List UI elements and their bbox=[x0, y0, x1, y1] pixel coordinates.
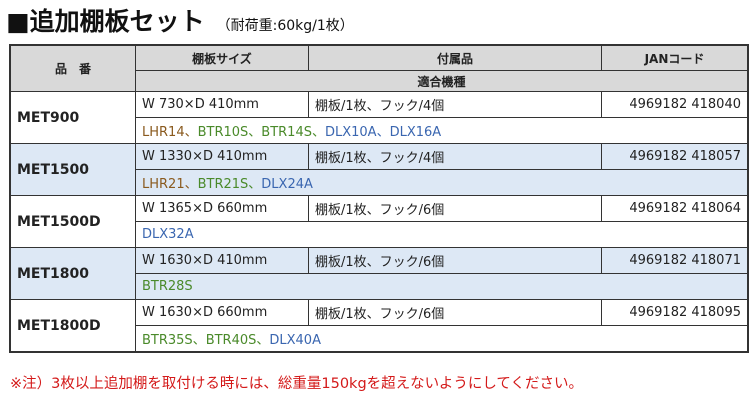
model: BTR14S、 bbox=[261, 125, 325, 140]
shelf-size: W 1365×D 660mm bbox=[135, 195, 309, 222]
accessory: 棚板/1枚、フック/6個 bbox=[308, 247, 602, 274]
row: DLX32A bbox=[10, 221, 749, 248]
model: BTR10S、 bbox=[197, 125, 262, 140]
col-header: 品 番 bbox=[9, 44, 136, 92]
jan-code: 4969182 418057 bbox=[601, 143, 749, 170]
compatible-models: BTR28S bbox=[135, 273, 749, 300]
model: DLX16A bbox=[389, 125, 442, 140]
row: LHR14、BTR10S、BTR14S、DLX10A、DLX16A bbox=[10, 117, 749, 144]
shelf-size: W 1330×D 410mm bbox=[135, 143, 309, 170]
jan-code: 4969182 418095 bbox=[601, 299, 749, 326]
product-code: MET1500D bbox=[9, 195, 136, 248]
jan-code: 4969182 418064 bbox=[601, 195, 749, 222]
product-table: 品 番 棚板サイズ 付属品 JANコード 適合機種 MET900 W 730×D … bbox=[9, 44, 749, 353]
product-code: MET1800 bbox=[9, 247, 136, 300]
col-header: 棚板サイズ bbox=[135, 44, 309, 71]
model: BTR28S bbox=[142, 279, 193, 294]
title-text: ■追加棚板セット bbox=[6, 7, 205, 36]
col-header: 付属品 bbox=[308, 44, 602, 71]
row: BTR35S、BTR40S、DLX40A bbox=[10, 325, 749, 353]
row: MET1500D W 1365×D 660mm 棚板/1枚、フック/6個 496918… bbox=[9, 195, 749, 248]
accessory: 棚板/1枚、フック/4個 bbox=[308, 91, 602, 118]
col-header: 適合機種 bbox=[135, 70, 749, 92]
compatible-models: DLX32A bbox=[135, 221, 749, 248]
model: LHR21、 bbox=[142, 177, 198, 192]
row: BTR28S bbox=[10, 273, 749, 300]
compatible-models: LHR14、BTR10S、BTR14S、DLX10A、DLX16A bbox=[135, 117, 749, 144]
jan-code: 4969182 418040 bbox=[601, 91, 749, 118]
product-code: MET1800D bbox=[9, 299, 136, 353]
footnote: ※注）3枚以上追加棚を取付ける時には、総重量150kgを超えないようにしてくださ… bbox=[10, 376, 583, 392]
row: MET1800 W 1630×D 410mm 棚板/1枚、フック/6個 4969182… bbox=[9, 247, 749, 300]
shelf-size: W 1630×D 660mm bbox=[135, 299, 309, 326]
title: ■追加棚板セット （耐荷重:60kg/1枚） bbox=[6, 2, 354, 38]
load-note: （耐荷重:60kg/1枚） bbox=[216, 18, 354, 34]
model: DLX40A bbox=[269, 333, 321, 348]
col-header: JANコード bbox=[601, 44, 749, 71]
compatible-models: LHR21、BTR21S、DLX24A bbox=[135, 169, 749, 196]
row: MET1500 W 1330×D 410mm 棚板/1枚、フック/4個 4969182… bbox=[9, 143, 749, 196]
row: MET1800D W 1630×D 660mm 棚板/1枚、フック/6個 496918… bbox=[9, 299, 749, 353]
model: BTR21S、 bbox=[197, 177, 262, 192]
accessory: 棚板/1枚、フック/6個 bbox=[308, 195, 602, 222]
product-code: MET1500 bbox=[9, 143, 136, 196]
jan-code: 4969182 418071 bbox=[601, 247, 749, 274]
model: BTR40S、 bbox=[205, 333, 270, 348]
accessory: 棚板/1枚、フック/4個 bbox=[308, 143, 602, 170]
compatible-models: BTR35S、BTR40S、DLX40A bbox=[135, 325, 749, 353]
shelf-size: W 730×D 410mm bbox=[135, 91, 309, 118]
shelf-size: W 1630×D 410mm bbox=[135, 247, 309, 274]
model: DLX24A bbox=[261, 177, 313, 192]
model: BTR35S、 bbox=[142, 333, 206, 348]
model: DLX32A bbox=[142, 227, 194, 242]
row: MET900 W 730×D 410mm 棚板/1枚、フック/4個 4969182 4… bbox=[9, 91, 749, 144]
model: DLX10A、 bbox=[324, 125, 390, 140]
accessory: 棚板/1枚、フック/6個 bbox=[308, 299, 602, 326]
product-code: MET900 bbox=[9, 91, 136, 144]
model: LHR14、 bbox=[142, 125, 198, 140]
